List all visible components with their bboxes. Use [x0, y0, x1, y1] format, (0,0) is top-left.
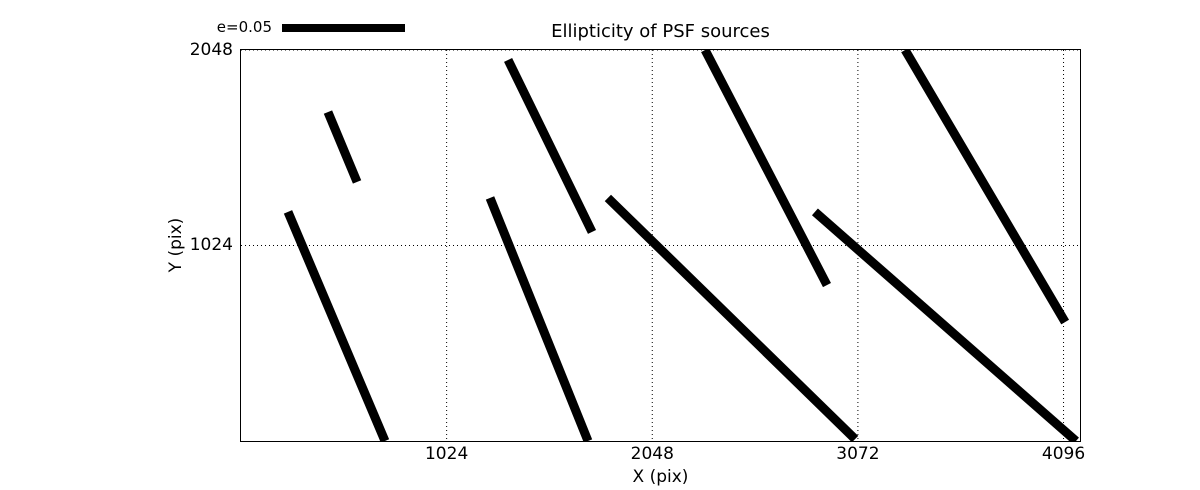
x-tick-label: 4096: [1041, 444, 1086, 464]
x-tick-label: 2048: [630, 444, 674, 464]
chart-title: Ellipticity of PSF sources: [551, 21, 770, 42]
legend-label: e=0.05: [216, 18, 272, 36]
x-tick-label: 3072: [836, 444, 880, 464]
legend-scale-bar: [282, 24, 405, 32]
x-axis-tick-labels: 1024 2048 3072 4096: [241, 444, 1085, 466]
psf-ellipticity-segment: [283, 209, 389, 441]
psf-ellipticity-segment: [503, 57, 596, 234]
plot-canvas: [240, 49, 1080, 441]
y-axis-tick-labels: 1024 2048: [0, 41, 233, 441]
psf-ellipticity-segment: [700, 49, 831, 287]
plot-area: [239, 48, 1081, 442]
x-axis-label: X (pix): [632, 467, 689, 487]
y-tick-label: 1024: [189, 235, 233, 255]
psf-ellipticity-segment: [604, 194, 858, 441]
psf-ellipticity-segment: [323, 109, 361, 184]
psf-ellipticity-segment: [811, 208, 1079, 441]
psf-ellipticity-segment: [900, 49, 1069, 324]
y-axis-label: Y (pix): [166, 217, 186, 273]
x-tick-label: 1024: [424, 444, 469, 464]
psf-ellipticity-segment: [485, 195, 592, 441]
y-tick-label: 2048: [189, 39, 233, 60]
